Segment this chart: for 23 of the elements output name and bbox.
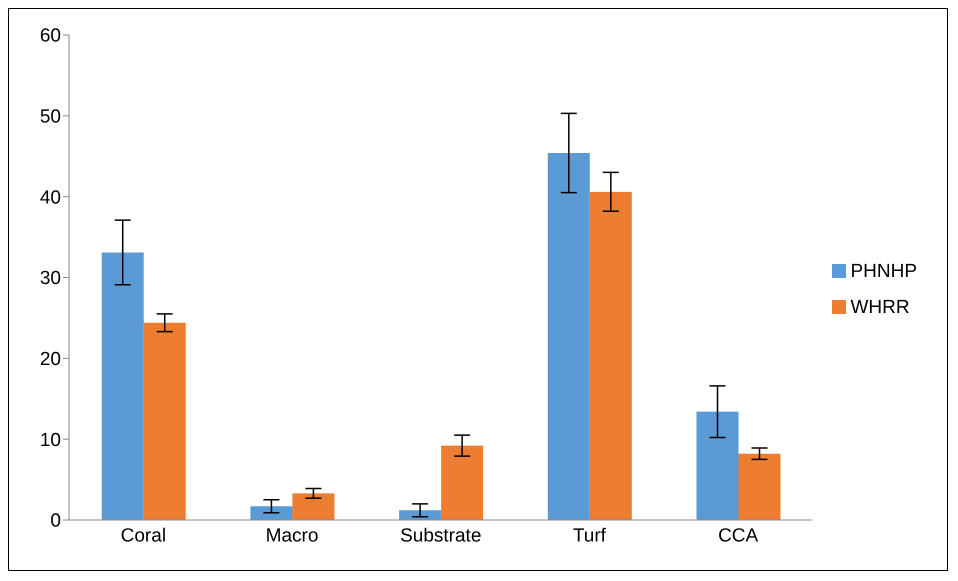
- y-tick-label: 10: [40, 430, 61, 451]
- bar: [144, 322, 186, 520]
- y-tick-label: 0: [50, 510, 61, 532]
- bar: [250, 506, 292, 520]
- x-tick-label: Substrate: [400, 525, 482, 546]
- bar: [548, 153, 590, 520]
- y-tick-label: 50: [40, 106, 61, 128]
- bar: [738, 454, 780, 520]
- y-tick-label: 30: [40, 268, 61, 290]
- legend-label: PHNHP: [850, 260, 917, 282]
- y-tick-label: 20: [40, 349, 61, 370]
- bar: [696, 412, 738, 520]
- bar: [590, 192, 632, 520]
- x-tick-label: CCA: [718, 525, 759, 546]
- bar: [441, 446, 484, 520]
- legend-label: WHRR: [850, 296, 910, 318]
- x-tick-label: Turf: [572, 525, 607, 546]
- bar: [102, 252, 144, 520]
- x-tick-label: Coral: [120, 525, 166, 546]
- y-tick-label: 40: [40, 187, 61, 208]
- x-tick-label: Macro: [266, 525, 318, 546]
- bar: [292, 493, 334, 520]
- y-tick-label: 60: [40, 26, 61, 47]
